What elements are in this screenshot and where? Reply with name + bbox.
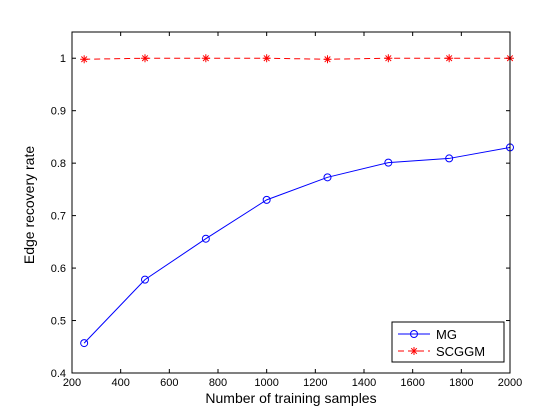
legend: MG SCGGM	[391, 321, 505, 363]
legend-marker-scggm	[410, 347, 418, 355]
y-tick-label: 0.5	[51, 316, 66, 328]
data-point-mg	[323, 173, 332, 182]
series-line-mg	[83, 146, 511, 344]
x-axis-ticks: 200 400 600 800 1000 1200 1400 1600 1800 2000	[63, 32, 522, 389]
plot-frame	[71, 31, 511, 374]
x-tick-label: 1200	[303, 377, 327, 389]
legend-marker-mg	[410, 330, 418, 338]
x-tick-label: 2000	[498, 377, 522, 389]
y-tick-label: 0.9	[51, 106, 66, 118]
x-tick-label: 600	[160, 377, 178, 389]
data-point-mg	[80, 339, 89, 348]
data-point-mg	[141, 275, 149, 284]
data-point-scggm	[323, 55, 332, 64]
y-tick-label: 0.4	[51, 368, 66, 380]
x-tick-label: 1000	[254, 377, 278, 389]
data-point-mg	[445, 154, 454, 163]
data-point-scggm	[445, 54, 454, 63]
plot-area	[72, 32, 510, 373]
data-point-scggm	[141, 54, 149, 63]
data-point-scggm	[80, 55, 89, 64]
data-point-mg	[384, 158, 393, 167]
data-point-mg	[262, 195, 271, 204]
series-line-scggm	[84, 57, 510, 60]
data-point-scggm	[384, 54, 393, 63]
x-tick-label: 1800	[449, 377, 473, 389]
y-axis-ticks: 0.4 0.5 0.6 0.7 0.8 0.9 1	[51, 53, 510, 380]
data-point-scggm	[201, 54, 210, 63]
legend-label-scggm: SCGGM	[436, 344, 485, 359]
legend-box	[391, 321, 505, 363]
x-tick-label: 1600	[400, 377, 424, 389]
x-tick-label: 1400	[352, 377, 376, 389]
y-tick-label: 1	[60, 53, 66, 65]
x-tick-label: 400	[111, 377, 129, 389]
data-point-scggm	[262, 54, 271, 63]
series-layer	[80, 54, 514, 348]
x-axis-label: Number of training samples	[205, 390, 376, 406]
y-tick-label: 0.6	[51, 263, 66, 275]
x-tick-label: 200	[63, 377, 81, 389]
y-tick-label: 0.8	[51, 158, 66, 170]
data-point-mg	[201, 234, 210, 243]
x-tick-label: 800	[209, 377, 227, 389]
y-tick-label: 0.7	[51, 211, 66, 223]
legend-label-mg: MG	[436, 327, 457, 342]
y-axis-label: Edge recovery rate	[21, 146, 37, 264]
